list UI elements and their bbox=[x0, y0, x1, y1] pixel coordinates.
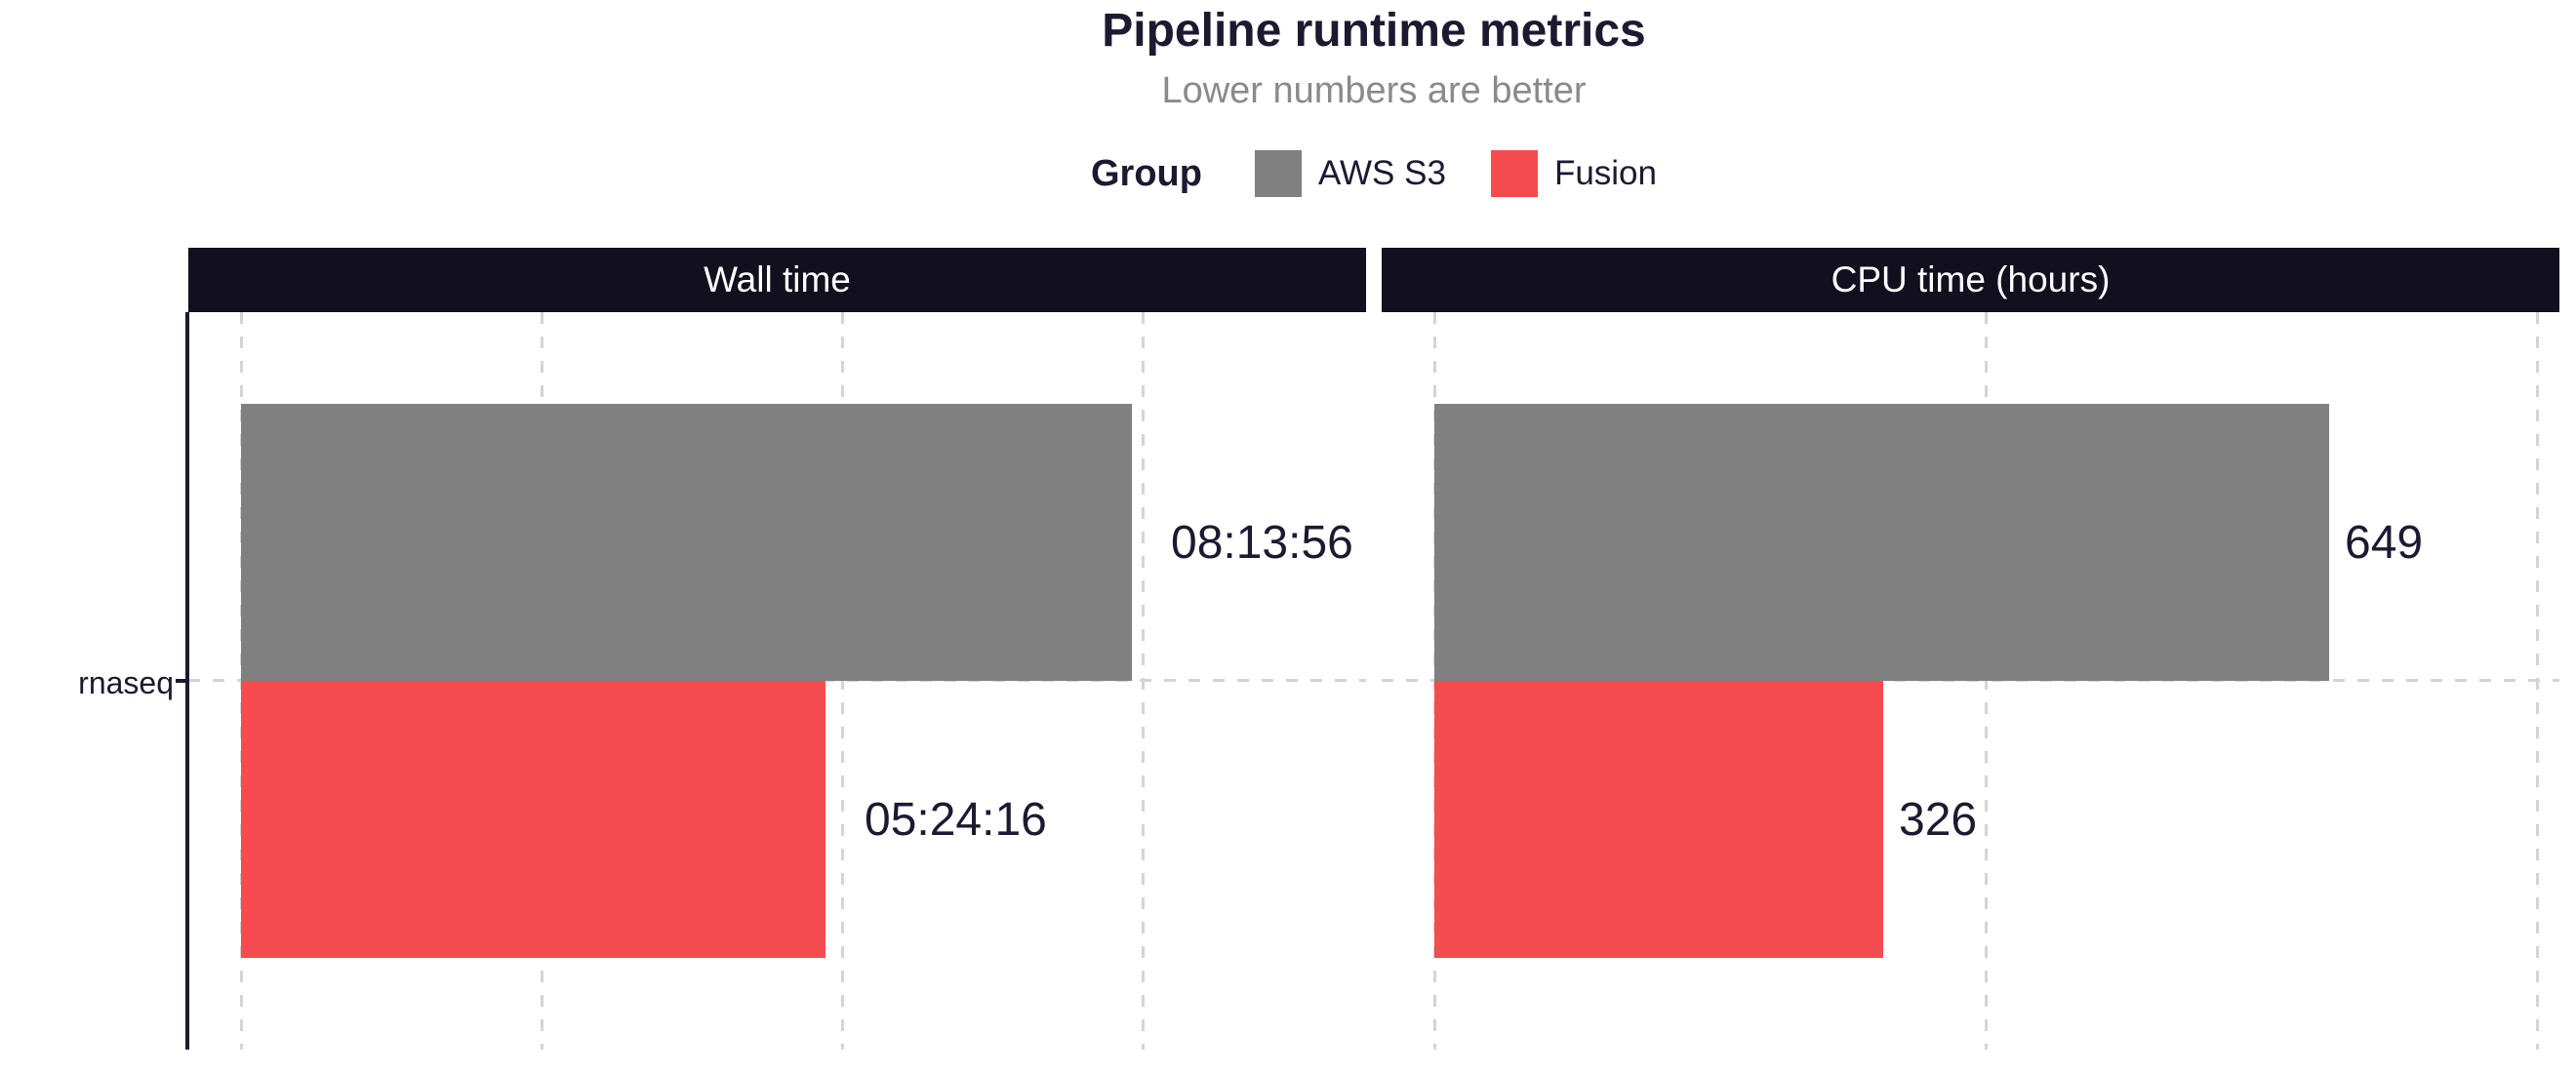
legend-swatch bbox=[1490, 150, 1538, 197]
gridline-vertical bbox=[1142, 312, 1145, 1050]
page-subtitle: Lower numbers are better bbox=[1161, 70, 1587, 111]
y-axis-line bbox=[185, 312, 189, 1050]
legend: Group AWS S3 Fusion bbox=[188, 142, 2559, 205]
legend-title: Group bbox=[1090, 152, 1202, 194]
bar-value-label-aws-s3: 08:13:56 bbox=[1171, 516, 1353, 569]
facet-strip-label: CPU time (hours) bbox=[1831, 259, 2111, 299]
legend-swatch bbox=[1254, 150, 1302, 197]
facet-panel-cpu-time: 649 326 bbox=[1382, 312, 2559, 1050]
facet-panel-wall-time: 08:13:56 05:24:16 bbox=[188, 312, 1366, 1050]
facet-strip-label: Wall time bbox=[704, 259, 851, 299]
bar-aws-s3 bbox=[241, 404, 1132, 681]
facet-strip-cpu-time: CPU time (hours) bbox=[1382, 248, 2559, 312]
bar-value-label-fusion: 05:24:16 bbox=[865, 793, 1047, 846]
y-axis-category-label: rnaseq bbox=[78, 664, 174, 700]
bar-fusion bbox=[241, 681, 825, 958]
gridline-vertical bbox=[841, 312, 844, 1050]
legend-item-label: AWS S3 bbox=[1317, 154, 1446, 192]
page-title: Pipeline runtime metrics bbox=[1102, 5, 1646, 57]
gridline-vertical bbox=[2536, 312, 2539, 1050]
gridline-vertical bbox=[1985, 312, 1988, 1050]
bar-aws-s3 bbox=[1434, 404, 2329, 681]
legend-item-label: Fusion bbox=[1553, 154, 1657, 192]
bar-value-label-fusion: 326 bbox=[1899, 793, 1978, 846]
facet-strip-wall-time: Wall time bbox=[188, 248, 1366, 312]
bar-value-label-aws-s3: 649 bbox=[2345, 516, 2424, 569]
bar-fusion bbox=[1434, 681, 1883, 958]
legend-item-aws-s3: AWS S3 bbox=[1254, 150, 1446, 197]
y-axis-tick bbox=[176, 679, 185, 683]
legend-item-fusion: Fusion bbox=[1490, 150, 1657, 197]
